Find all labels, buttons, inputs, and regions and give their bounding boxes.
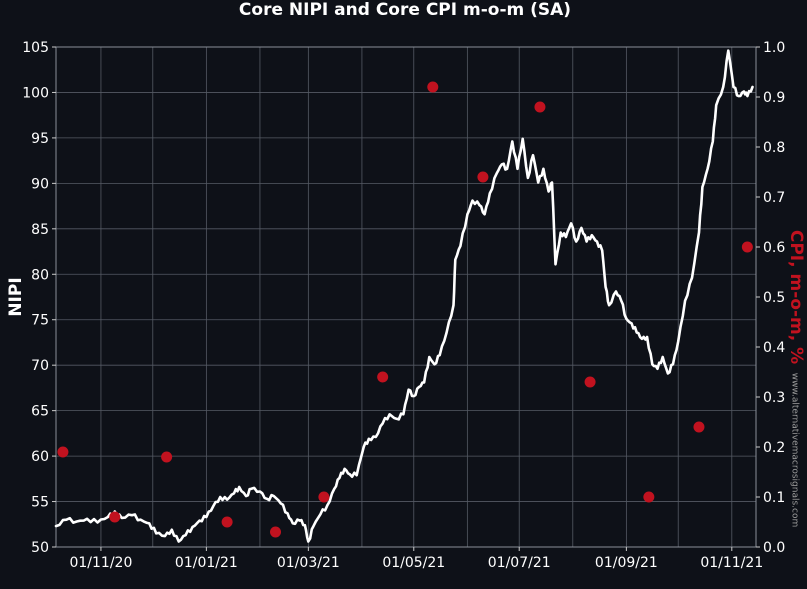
left-tick-label: 85	[31, 222, 49, 238]
cpi-point	[741, 241, 753, 253]
left-tick-label: 70	[31, 358, 49, 374]
cpi-point	[221, 516, 233, 528]
left-tick-label: 60	[31, 449, 49, 465]
plot-frame	[55, 46, 757, 548]
watermark: www.alternativemacrosignals.com	[790, 373, 800, 528]
cpi-point	[109, 511, 121, 523]
cpi-point	[534, 101, 546, 113]
cpi-point	[427, 81, 439, 93]
cpi-point	[477, 171, 489, 183]
left-tick-label: 100	[22, 85, 49, 101]
cpi-point	[318, 491, 330, 503]
cpi-point	[57, 446, 69, 458]
right-tick-label: 1.0	[763, 40, 785, 56]
x-tick-label: 01/03/21	[277, 555, 340, 571]
right-tick-label: 0.9	[763, 90, 785, 106]
x-axis-ticks: 01/11/20 01/01/21 01/03/21 01/05/21 01/07/21…	[69, 547, 763, 571]
right-tick-label: 0.1	[763, 490, 785, 506]
chart-title: Core NIPI and Core CPI m-o-m (SA)	[239, 0, 571, 20]
right-tick-label: 0.3	[763, 390, 785, 406]
right-tick-label: 0.0	[763, 540, 785, 556]
series-cpi-points	[57, 81, 753, 538]
x-tick-label: 01/09/21	[595, 555, 658, 571]
cpi-point	[161, 451, 173, 463]
x-tick-label: 01/05/21	[382, 555, 445, 571]
left-tick-label: 75	[31, 313, 49, 329]
cpi-point	[693, 421, 705, 433]
left-tick-label: 90	[31, 176, 49, 192]
x-tick-label: 01/07/21	[488, 555, 551, 571]
left-tick-label: 80	[31, 267, 49, 283]
x-tick-label: 01/01/21	[175, 555, 238, 571]
right-tick-label: 0.5	[763, 290, 785, 306]
left-tick-label: 95	[31, 131, 49, 147]
right-axis-label: CPI, m-o-m, %	[786, 230, 806, 364]
x-tick-label: 01/11/20	[69, 555, 132, 571]
right-tick-label: 0.6	[763, 240, 785, 256]
left-tick-label: 55	[31, 495, 49, 511]
cpi-point	[377, 371, 389, 383]
right-tick-label: 0.8	[763, 140, 785, 156]
series-nipi-line	[54, 49, 754, 543]
right-tick-label: 0.2	[763, 440, 785, 456]
left-tick-label: 65	[31, 404, 49, 420]
right-tick-label: 0.7	[763, 190, 785, 206]
right-tick-label: 0.4	[763, 340, 785, 356]
cpi-point	[643, 491, 655, 503]
left-axis-ticks: 50 55 60 65 70 75 80 85 90 95 100 105	[22, 40, 56, 556]
grid-lines	[56, 46, 756, 548]
left-tick-label: 50	[31, 540, 49, 556]
right-axis-ticks: 0.0 0.1 0.2 0.3 0.4 0.5 0.6 0.7 0.8 0.9 1.0	[756, 40, 785, 556]
x-tick-label: 01/11/21	[700, 555, 763, 571]
cpi-point	[584, 376, 596, 388]
left-axis-label: NIPI	[6, 277, 26, 316]
left-tick-label: 105	[22, 40, 49, 56]
cpi-point	[270, 526, 282, 538]
